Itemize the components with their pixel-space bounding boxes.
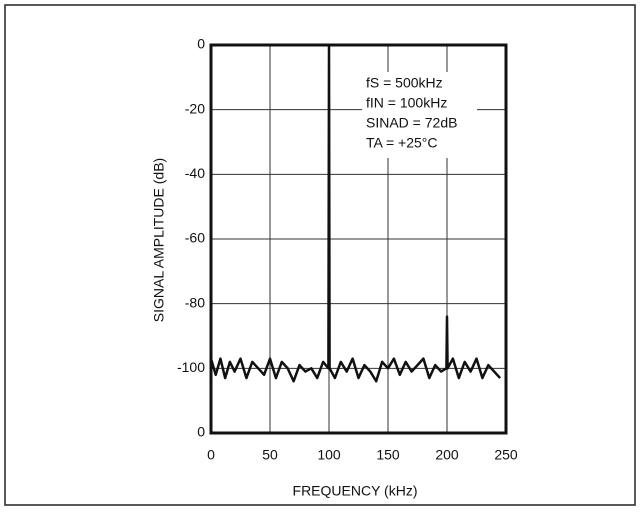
annotation: fIN = 100kHz	[366, 95, 447, 111]
line	[209, 43, 502, 383]
y-tick-label: -80	[185, 294, 205, 310]
x-tick-label: 100	[317, 447, 341, 463]
x-tick-label: 250	[494, 447, 518, 463]
x-tick-label: 0	[207, 447, 215, 463]
x-tick-label: 50	[262, 447, 278, 463]
annotation: TA = +25°C	[366, 135, 438, 151]
y-tick-label: -40	[185, 165, 205, 181]
annotation-bg	[362, 72, 477, 158]
y-axis-label: SIGNAL AMPLITUDE (dB)	[151, 158, 167, 322]
y-tick-label: -20	[185, 100, 205, 116]
annotation: fS = 500kHz	[366, 75, 443, 91]
y-tick-label: -60	[185, 230, 205, 246]
annotation: SINAD = 72dB	[366, 115, 457, 131]
y-tick-label: 0	[197, 424, 205, 440]
x-tick-label: 200	[435, 447, 459, 463]
x-axis-label: FREQUENCY (kHz)	[293, 483, 418, 499]
plot-box	[209, 43, 508, 435]
frame	[4, 4, 636, 506]
y-tick-label: 0	[197, 36, 205, 52]
x-tick-label: 150	[376, 447, 400, 463]
y-tick-label: -100	[177, 359, 205, 375]
